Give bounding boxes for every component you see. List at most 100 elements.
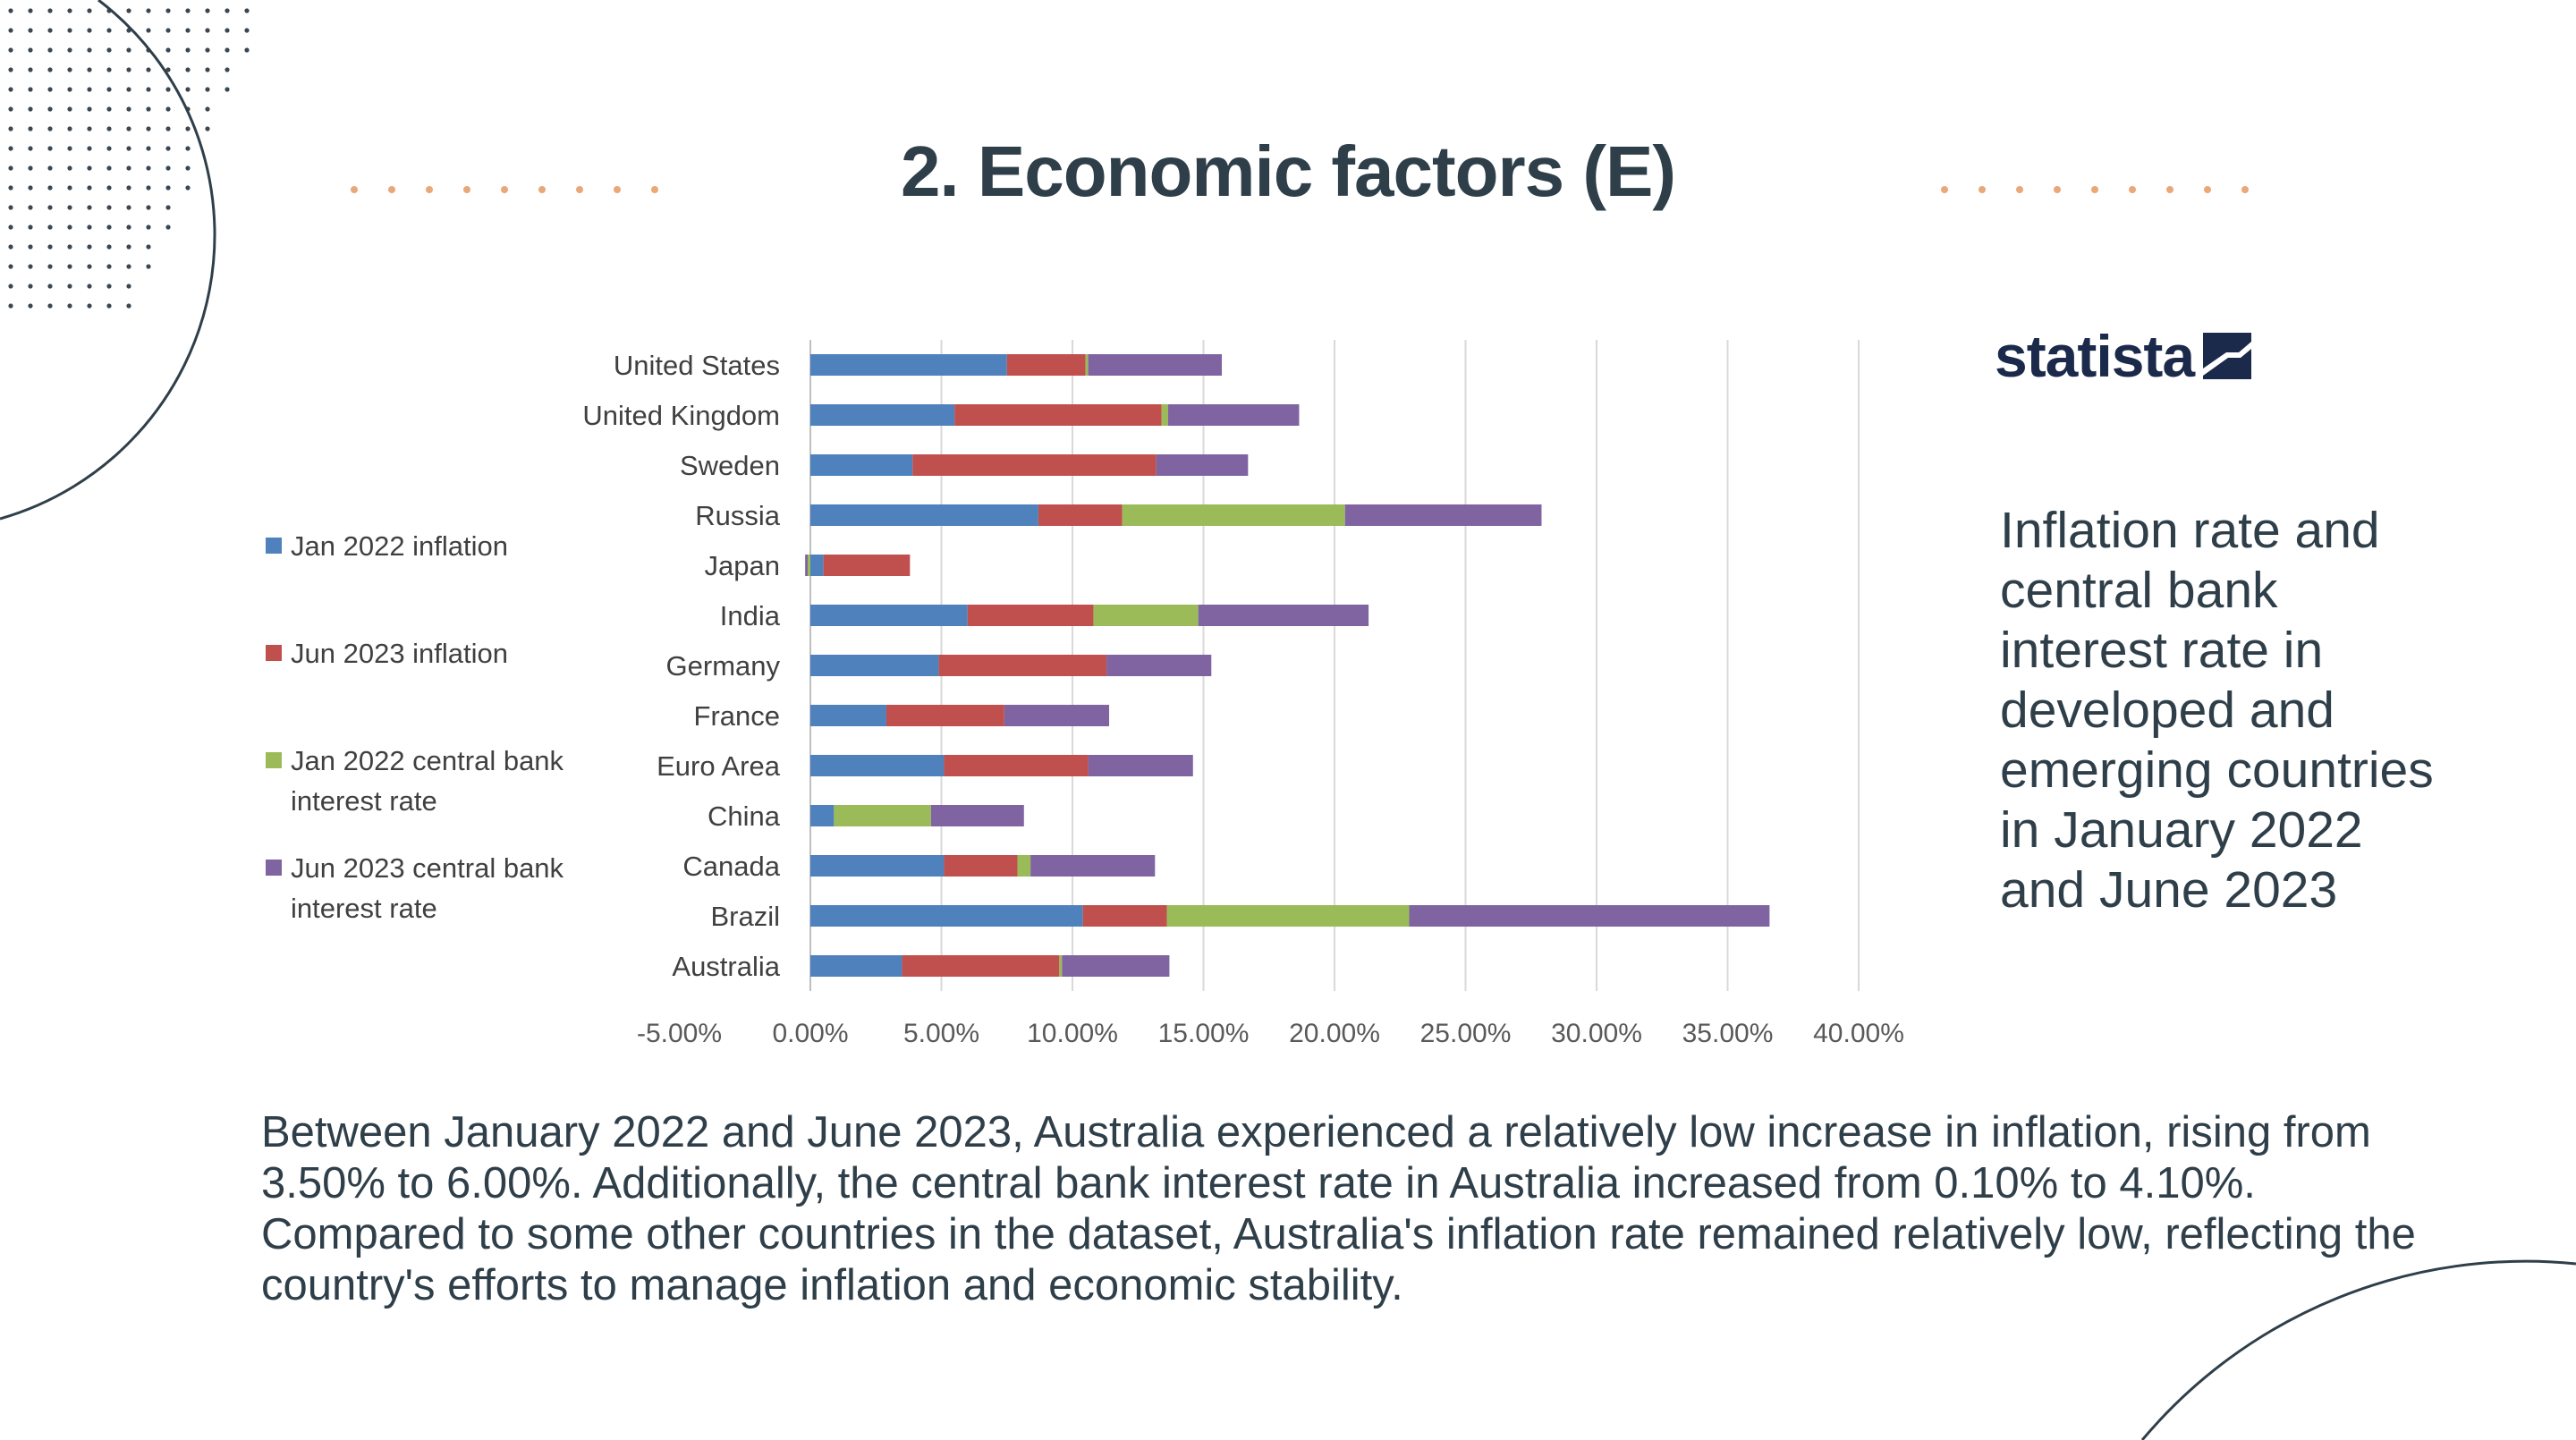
dot bbox=[67, 165, 72, 171]
bar-segment bbox=[1093, 605, 1199, 626]
bar-segment bbox=[1409, 905, 1770, 927]
legend-label: Jun 2023 central bank interest rate bbox=[291, 852, 564, 924]
legend-swatch bbox=[266, 752, 282, 768]
dot bbox=[28, 264, 33, 269]
bar-segment bbox=[810, 605, 968, 626]
dot bbox=[205, 47, 210, 53]
dot bbox=[87, 284, 92, 289]
category-label: Russia bbox=[695, 500, 781, 531]
category-label: Japan bbox=[705, 550, 780, 581]
category-label: United Kingdom bbox=[582, 400, 780, 431]
bar-segment bbox=[810, 805, 835, 826]
bar-segment bbox=[1030, 855, 1156, 877]
dot bbox=[28, 146, 33, 151]
dot bbox=[185, 146, 191, 151]
bar-segment bbox=[902, 955, 1060, 977]
dot bbox=[2054, 186, 2061, 193]
bar-segment bbox=[810, 755, 945, 776]
bar-segment bbox=[1166, 905, 1410, 927]
dot bbox=[106, 284, 112, 289]
dot bbox=[47, 8, 53, 13]
bar-segment bbox=[1059, 955, 1063, 977]
dot bbox=[8, 165, 13, 171]
dot bbox=[106, 165, 112, 171]
dot bbox=[67, 87, 72, 92]
dot bbox=[47, 224, 53, 230]
x-tick-label: 0.00% bbox=[772, 1019, 848, 1048]
dot bbox=[67, 47, 72, 53]
bar-segment bbox=[808, 555, 810, 576]
dot bbox=[126, 47, 131, 53]
dot bbox=[47, 244, 53, 250]
dot bbox=[146, 106, 151, 112]
dot bbox=[146, 67, 151, 72]
dot bbox=[47, 284, 53, 289]
dot bbox=[106, 28, 112, 33]
dot bbox=[28, 165, 33, 171]
dot bbox=[2129, 186, 2136, 193]
dot-row-left bbox=[351, 186, 658, 193]
category-label: France bbox=[694, 700, 780, 732]
dot bbox=[87, 165, 92, 171]
x-tick-label: 30.00% bbox=[1551, 1019, 1642, 1048]
category-label: Sweden bbox=[680, 450, 780, 481]
legend-label: Jun 2023 inflation bbox=[291, 638, 508, 669]
dot bbox=[126, 67, 131, 72]
bar-segment bbox=[1344, 504, 1542, 526]
dot bbox=[67, 8, 72, 13]
dot bbox=[126, 185, 131, 191]
dot bbox=[501, 186, 508, 193]
dot bbox=[126, 205, 131, 210]
legend-swatch bbox=[266, 645, 282, 661]
dot bbox=[87, 28, 92, 33]
dot bbox=[185, 126, 191, 131]
dot bbox=[87, 303, 92, 309]
dot bbox=[106, 205, 112, 210]
dot bbox=[8, 284, 13, 289]
dot-grid bbox=[8, 8, 250, 309]
bar-segment bbox=[805, 555, 809, 576]
dot bbox=[28, 106, 33, 112]
dot bbox=[185, 47, 191, 53]
x-tick-label: 40.00% bbox=[1813, 1019, 1904, 1048]
bar-segment bbox=[810, 855, 945, 877]
dot bbox=[47, 47, 53, 53]
category-label: India bbox=[720, 600, 781, 631]
dot bbox=[225, 47, 230, 53]
dot bbox=[165, 47, 171, 53]
dot bbox=[8, 8, 13, 13]
dot bbox=[146, 87, 151, 92]
bar-segment bbox=[810, 454, 913, 476]
dot-row-right bbox=[1941, 186, 2249, 193]
dot bbox=[146, 185, 151, 191]
x-tick-label: 10.00% bbox=[1027, 1019, 1118, 1048]
dot bbox=[106, 106, 112, 112]
dot bbox=[165, 165, 171, 171]
dot bbox=[87, 205, 92, 210]
dot bbox=[28, 47, 33, 53]
dot bbox=[67, 67, 72, 72]
dot bbox=[225, 8, 230, 13]
dot bbox=[106, 303, 112, 309]
dot bbox=[8, 303, 13, 309]
dot bbox=[47, 106, 53, 112]
dot bbox=[205, 87, 210, 92]
dot bbox=[47, 87, 53, 92]
chart-caption: Inflation rate and central bank interest… bbox=[2000, 502, 2434, 919]
category-label: Canada bbox=[682, 851, 780, 882]
dot bbox=[87, 47, 92, 53]
dot bbox=[106, 87, 112, 92]
dot bbox=[244, 8, 250, 13]
dot bbox=[87, 106, 92, 112]
bar-segment bbox=[930, 805, 1024, 826]
dot bbox=[28, 185, 33, 191]
dot bbox=[8, 87, 13, 92]
dot bbox=[106, 264, 112, 269]
dot bbox=[146, 244, 151, 250]
legend-label: Jan 2022 inflation bbox=[291, 530, 508, 562]
bar-segment bbox=[810, 555, 824, 576]
bar-segment bbox=[823, 555, 911, 576]
bar-segment bbox=[810, 955, 902, 977]
x-tick-label: 25.00% bbox=[1420, 1019, 1512, 1048]
statista-logo-text: statista bbox=[1995, 323, 2195, 389]
